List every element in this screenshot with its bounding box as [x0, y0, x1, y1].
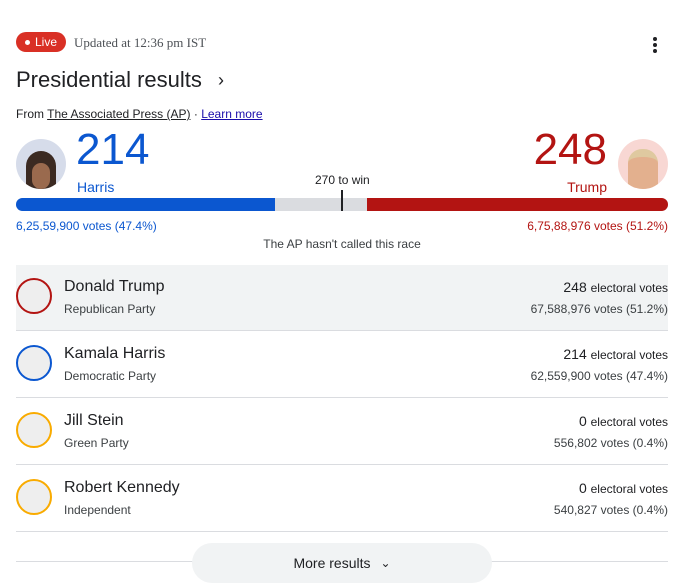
learn-more-link[interactable]: Learn more — [201, 107, 263, 121]
electoral-count: 0 — [578, 480, 587, 496]
candidate-name: Donald Trump — [64, 278, 165, 295]
electoral-count: 248 — [563, 279, 587, 295]
harris-label: Harris — [77, 179, 115, 195]
candidate-party: Green Party — [64, 436, 129, 450]
more-results-label: More results — [293, 555, 371, 571]
electoral-count: 214 — [563, 346, 587, 362]
candidate-name: Jill Stein — [64, 412, 124, 429]
candidate-electoral-votes: 248 electoral votes — [563, 278, 668, 297]
candidate-popular-votes: 62,559,900 votes (47.4%) — [530, 369, 668, 383]
page-title[interactable]: Presidential results — [16, 67, 202, 92]
candidate-electoral-votes: 0 electoral votes — [579, 412, 668, 431]
trump-popular-votes: 6,75,88,976 votes (51.2%) — [527, 219, 668, 233]
candidate-party: Democratic Party — [64, 369, 157, 383]
separator: · — [193, 107, 198, 121]
electoral-label: electoral votes — [590, 482, 668, 496]
candidate-popular-votes: 67,588,976 votes (51.2%) — [530, 302, 668, 316]
source-prefix: From — [16, 107, 44, 121]
candidate-party: Independent — [64, 503, 131, 517]
source-line: From The Associated Press (AP) · Learn m… — [16, 107, 263, 121]
harris-bar-fill — [16, 198, 276, 211]
candidate-avatar — [16, 345, 52, 381]
candidate-name: Robert Kennedy — [64, 479, 180, 496]
candidate-row[interactable]: Robert Kennedy Independent 0 electoral v… — [16, 466, 668, 532]
trump-bar-fill — [367, 198, 668, 211]
candidate-avatar — [16, 278, 52, 314]
electoral-label: electoral votes — [590, 415, 668, 429]
win-threshold-marker — [341, 190, 343, 211]
live-label: Live — [34, 35, 57, 49]
to-win-label: 270 to win — [315, 173, 370, 187]
trump-avatar — [618, 139, 668, 189]
race-status: The AP hasn't called this race — [263, 237, 421, 251]
chevron-right-icon[interactable]: › — [218, 70, 224, 90]
live-badge: Live — [16, 32, 66, 52]
electoral-label: electoral votes — [590, 348, 668, 362]
candidate-avatar — [16, 412, 52, 448]
candidate-popular-votes: 540,827 votes (0.4%) — [553, 503, 668, 517]
chevron-down-icon: ⌄ — [380, 556, 391, 570]
more-results-button[interactable]: More results ⌄ — [192, 543, 492, 583]
trump-label: Trump — [567, 179, 607, 195]
harris-popular-votes: 6,25,59,900 votes (47.4%) — [16, 219, 157, 233]
harris-electoral-count: 214 — [76, 125, 150, 174]
more-options-icon[interactable] — [648, 36, 662, 54]
source-link[interactable]: The Associated Press (AP) — [47, 107, 191, 121]
candidate-party: Republican Party — [64, 302, 156, 316]
candidate-row[interactable]: Donald Trump Republican Party 248 electo… — [16, 265, 668, 331]
harris-avatar — [16, 139, 66, 189]
electoral-label: electoral votes — [590, 281, 668, 295]
live-dot-icon — [24, 39, 30, 45]
updated-time: Updated at 12:36 pm IST — [74, 35, 207, 50]
candidate-electoral-votes: 214 electoral votes — [563, 345, 668, 364]
electoral-count: 0 — [578, 413, 587, 429]
candidate-row[interactable]: Jill Stein Green Party 0 electoral votes… — [16, 399, 668, 465]
candidate-electoral-votes: 0 electoral votes — [579, 479, 668, 498]
candidate-popular-votes: 556,802 votes (0.4%) — [553, 436, 668, 450]
candidate-row[interactable]: Kamala Harris Democratic Party 214 elect… — [16, 332, 668, 398]
candidate-name: Kamala Harris — [64, 345, 166, 362]
trump-electoral-count: 248 — [533, 125, 607, 174]
candidate-avatar — [16, 479, 52, 515]
